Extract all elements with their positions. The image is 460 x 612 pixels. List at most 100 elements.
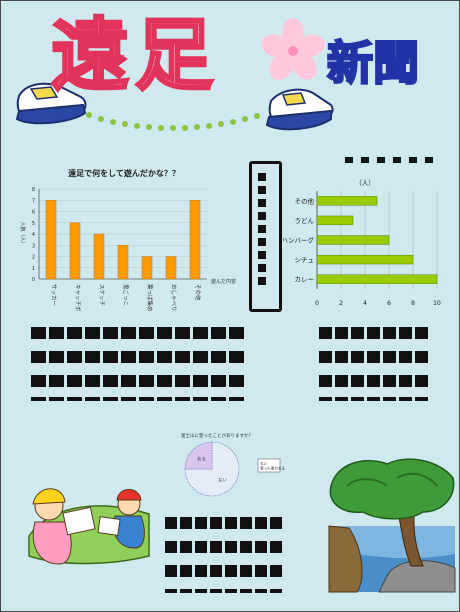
tree-river-illustration [328, 458, 456, 593]
text-placeholder [319, 327, 332, 339]
text-placeholder [67, 327, 82, 339]
text-placeholder [121, 375, 136, 387]
text-placeholder [195, 541, 207, 553]
text-placeholder [351, 397, 364, 401]
text-placeholder [193, 351, 208, 363]
sneaker-left-icon [15, 82, 87, 125]
slice-label: ない [218, 477, 227, 484]
text-placeholder [225, 565, 237, 577]
text-placeholder [415, 397, 428, 401]
x-tick-label: 8 [411, 300, 415, 307]
vertical-placeholder [258, 238, 266, 246]
vertical-placeholder [258, 199, 266, 207]
y-tick-label: 5 [32, 221, 35, 227]
vertical-placeholder [258, 277, 266, 285]
sneaker-right-icon [265, 88, 334, 131]
text-placeholder [367, 351, 380, 363]
text-placeholder [49, 375, 64, 387]
text-placeholder [165, 589, 177, 593]
y-tick-label: ハンバーグ [283, 236, 315, 245]
text-placeholder [180, 565, 192, 577]
text-placeholder [415, 375, 428, 387]
dotted-path [86, 112, 260, 131]
text-placeholder [399, 327, 412, 339]
x-tick-label: スケッチ [98, 284, 105, 306]
text-placeholder [175, 375, 190, 387]
x-axis-label: 遊んだ内容 [211, 278, 236, 285]
y-axis-label: 人数（人） [19, 221, 26, 246]
bar [189, 200, 201, 280]
text-placeholder [211, 397, 226, 401]
text-placeholder [210, 541, 222, 553]
vertical-placeholder [258, 186, 266, 194]
text-placeholder [85, 351, 100, 363]
text-placeholder [399, 351, 412, 363]
text-placeholder [351, 351, 364, 363]
text-placeholder [103, 375, 118, 387]
text-placeholder [210, 517, 222, 529]
title-area: 遠足 新聞 [1, 1, 459, 151]
headline-placeholder [345, 157, 353, 163]
text-placeholder [211, 351, 226, 363]
x-tick-label: 0 [315, 300, 319, 307]
text-placeholder [67, 397, 82, 401]
text-placeholder [229, 351, 244, 363]
text-placeholder [383, 327, 396, 339]
headline-placeholder [409, 157, 417, 163]
text-placeholder [399, 397, 412, 401]
text-placeholder [31, 375, 46, 387]
text-placeholder [415, 327, 428, 339]
text-placeholder [195, 517, 207, 529]
text-placeholder [103, 327, 118, 339]
text-placeholder [165, 541, 177, 553]
text-placeholder [270, 589, 282, 593]
y-tick-label: シチュ [295, 256, 315, 264]
text-placeholder [193, 327, 208, 339]
sakura-flower-icon [261, 18, 325, 80]
text-placeholder [255, 589, 267, 593]
x-tick-label: 葉っぱ集め [146, 284, 154, 311]
bar [141, 256, 153, 280]
y-tick-label: うどん [295, 217, 315, 225]
x-tick-label: 4 [363, 300, 367, 307]
text-placeholder [49, 351, 64, 363]
text-placeholder [367, 375, 380, 387]
text-placeholder [103, 351, 118, 363]
text-placeholder [270, 565, 282, 577]
text-placeholder [225, 517, 237, 529]
y-tick-label: 0 [32, 277, 35, 283]
text-placeholder [240, 517, 252, 529]
text-placeholder [240, 565, 252, 577]
text-placeholder [270, 541, 282, 553]
text-placeholder [229, 397, 244, 401]
text-placeholder [67, 375, 82, 387]
text-placeholder [139, 327, 154, 339]
chart-unit: （人） [355, 179, 375, 187]
bar [316, 254, 414, 265]
text-placeholder [255, 517, 267, 529]
children-sketching-illustration [28, 488, 150, 565]
text-placeholder [103, 397, 118, 401]
vertical-placeholder [258, 251, 266, 259]
text-placeholder [49, 327, 64, 339]
x-tick-label: サッカー [50, 284, 57, 306]
slice-label: ある [197, 456, 206, 462]
text-placeholder [121, 397, 136, 401]
text-placeholder [415, 351, 428, 363]
text-placeholder [157, 397, 172, 401]
text-placeholder [31, 351, 46, 363]
text-placeholder [383, 351, 396, 363]
text-placeholder [335, 351, 348, 363]
text-placeholder [180, 589, 192, 593]
text-placeholder [67, 351, 82, 363]
text-placeholder [367, 327, 380, 339]
text-placeholder [383, 375, 396, 387]
text-placeholder [399, 375, 412, 387]
x-tick-label: 鬼ごっこ [122, 284, 130, 306]
title-main: 遠足 [49, 9, 220, 102]
bar [316, 274, 438, 284]
legend-line: 登った事がある [260, 466, 286, 471]
text-placeholder [193, 397, 208, 401]
